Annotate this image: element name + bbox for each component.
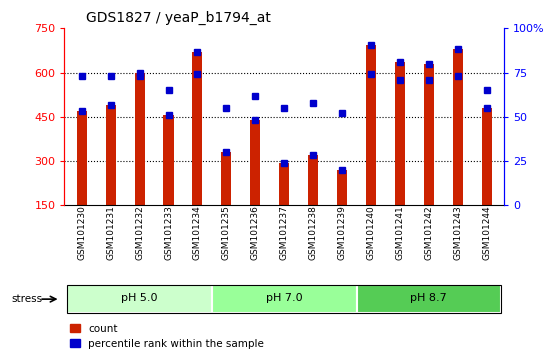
Bar	[308, 155, 318, 205]
Bar	[134, 73, 144, 205]
Bar	[366, 45, 376, 205]
Text: GSM101237: GSM101237	[279, 205, 289, 260]
FancyBboxPatch shape	[357, 285, 501, 314]
Bar	[221, 152, 231, 205]
Text: GSM101233: GSM101233	[164, 205, 173, 260]
Bar	[164, 115, 174, 205]
Text: GDS1827 / yeaP_b1794_at: GDS1827 / yeaP_b1794_at	[86, 10, 271, 24]
Legend: count, percentile rank within the sample: count, percentile rank within the sample	[69, 324, 264, 349]
Bar	[452, 49, 463, 205]
Text: pH 8.7: pH 8.7	[410, 293, 447, 303]
Text: GSM101243: GSM101243	[453, 205, 462, 260]
Text: GSM101240: GSM101240	[366, 205, 375, 260]
Bar	[193, 52, 203, 205]
Text: GSM101242: GSM101242	[424, 205, 433, 260]
Bar	[279, 162, 290, 205]
Text: GSM101236: GSM101236	[251, 205, 260, 260]
Text: GSM101238: GSM101238	[309, 205, 318, 260]
Text: pH 7.0: pH 7.0	[266, 293, 302, 303]
Text: pH 5.0: pH 5.0	[122, 293, 158, 303]
Text: GSM101235: GSM101235	[222, 205, 231, 260]
Bar	[482, 108, 492, 205]
Text: GSM101239: GSM101239	[338, 205, 347, 260]
Bar	[106, 105, 116, 205]
Text: GSM101230: GSM101230	[77, 205, 86, 260]
Bar	[250, 120, 260, 205]
Text: GSM101232: GSM101232	[135, 205, 144, 260]
Bar	[77, 111, 87, 205]
Bar	[424, 64, 434, 205]
Text: stress: stress	[11, 294, 43, 304]
Text: GSM101234: GSM101234	[193, 205, 202, 260]
Text: GSM101241: GSM101241	[395, 205, 404, 260]
Bar	[337, 170, 347, 205]
Text: GSM101231: GSM101231	[106, 205, 115, 260]
FancyBboxPatch shape	[212, 285, 357, 314]
Bar	[395, 62, 405, 205]
FancyBboxPatch shape	[67, 285, 212, 314]
Text: GSM101244: GSM101244	[482, 205, 491, 260]
